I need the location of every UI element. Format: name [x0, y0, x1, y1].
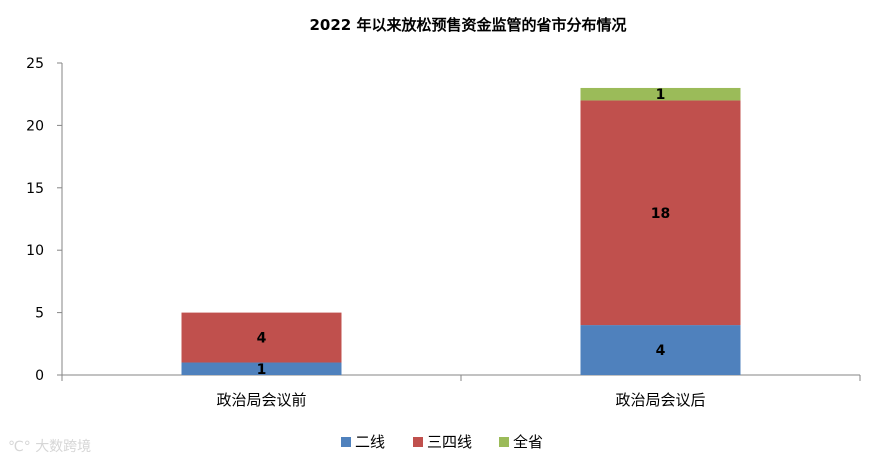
legend-label: 三四线 — [427, 433, 472, 451]
data-label: 4 — [257, 331, 267, 347]
y-tick-label: 15 — [26, 181, 44, 197]
bar-segment — [580, 87, 741, 101]
x-tick-label: 政治局会议前 — [216, 391, 306, 409]
data-label: 18 — [651, 206, 670, 222]
legend-swatch — [499, 437, 509, 447]
chart-title: 2022 年以来放松预售资金监管的省市分布情况 — [310, 16, 627, 34]
bar-segment — [181, 312, 342, 363]
bar-segment — [580, 325, 741, 375]
y-tick-label: 5 — [35, 306, 44, 322]
legend-swatch — [341, 437, 351, 447]
y-tick-label: 10 — [26, 243, 44, 259]
data-label: 1 — [656, 87, 666, 103]
x-tick-label: 政治局会议后 — [615, 391, 705, 409]
bar-segment — [580, 100, 741, 326]
data-label: 1 — [257, 362, 267, 378]
legend-label: 二线 — [355, 433, 385, 451]
watermark-icon: ℃° — [8, 439, 31, 455]
watermark-logo: ℃° 大数跨境 — [8, 436, 91, 456]
y-tick-label: 25 — [26, 56, 44, 72]
bar-segment — [181, 362, 342, 375]
data-label: 4 — [656, 343, 666, 359]
y-tick-label: 0 — [35, 368, 44, 384]
watermark-text: 大数跨境 — [35, 439, 92, 455]
legend-label: 全省 — [513, 433, 543, 451]
y-tick-label: 20 — [26, 118, 44, 134]
legend-swatch — [413, 437, 423, 447]
